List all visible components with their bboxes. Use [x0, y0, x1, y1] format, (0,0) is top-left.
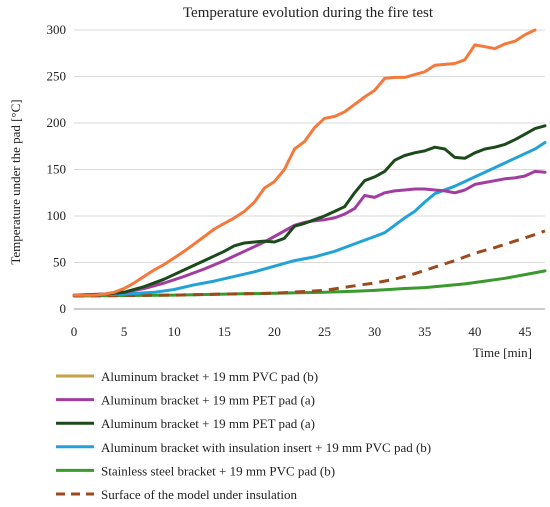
grid-lines: [74, 29, 545, 310]
x-tick-label: 5: [121, 324, 128, 339]
series-line-5: [72, 269, 547, 298]
legend: Aluminum bracket + 19 mm PVC pad (b) Alum…: [56, 369, 431, 502]
y-tick-label: 250: [47, 69, 67, 84]
x-axis-ticks: 0 5 10 15 20 25 30 35 40 45: [71, 324, 532, 339]
legend-label: Aluminum bracket + 19 mm PET pad (a): [101, 416, 315, 431]
legend-label: Aluminum bracket + 19 mm PVC pad (b): [101, 369, 318, 384]
x-tick-label: 10: [168, 324, 181, 339]
series-line-2: [72, 169, 547, 297]
x-tick-label: 35: [418, 324, 431, 339]
plot-series: [72, 28, 547, 298]
x-tick-label: 40: [468, 324, 481, 339]
y-axis-ticks: 0 50 100 150 200 250 300: [47, 22, 67, 316]
y-tick-label: 100: [47, 208, 67, 223]
x-axis-title: Time [min]: [473, 345, 532, 360]
y-tick-label: 300: [47, 22, 67, 37]
x-tick-label: 15: [218, 324, 231, 339]
y-axis-title: Temperature under the pad [°C]: [8, 99, 23, 264]
y-tick-label: 0: [60, 301, 67, 316]
legend-label: Aluminum bracket with insulation insert …: [101, 440, 431, 455]
x-tick-label: 45: [518, 324, 531, 339]
x-tick-label: 25: [318, 324, 331, 339]
x-tick-label: 0: [71, 324, 78, 339]
series-line-3: [72, 124, 547, 297]
y-tick-label: 50: [53, 255, 66, 270]
legend-label: Aluminum bracket + 19 mm PET pad (a): [101, 393, 315, 408]
y-tick-label: 200: [47, 115, 67, 130]
x-tick-label: 30: [368, 324, 381, 339]
chart-title: Temperature evolution during the fire te…: [183, 5, 434, 21]
series-line-0: [72, 28, 537, 297]
series-line-6: [73, 229, 546, 298]
x-tick-label: 20: [268, 324, 281, 339]
legend-label: Stainless steel bracket + 19 mm PVC pad …: [101, 463, 335, 478]
legend-label: Surface of the model under insulation: [101, 487, 298, 502]
y-tick-label: 150: [47, 162, 67, 177]
series-line-4: [72, 141, 547, 297]
